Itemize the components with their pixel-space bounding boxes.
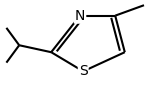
Text: N: N [75, 9, 85, 23]
Text: S: S [79, 64, 88, 78]
